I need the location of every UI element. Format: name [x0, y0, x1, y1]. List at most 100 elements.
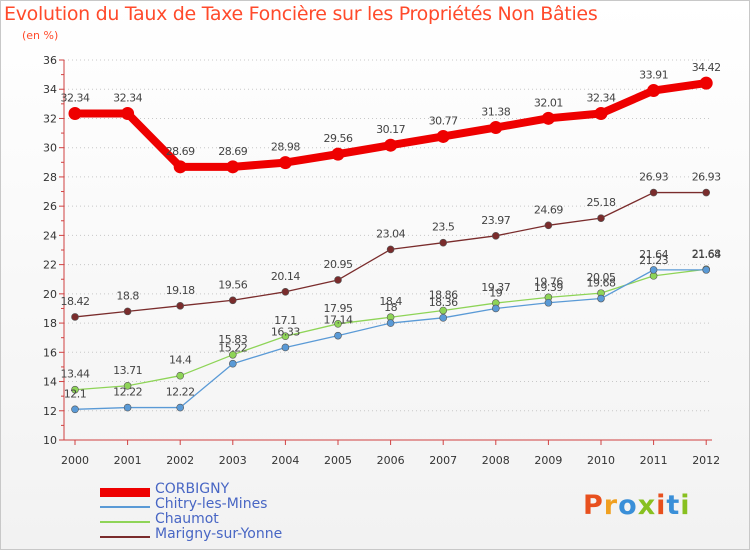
- logo-letter: t: [666, 490, 681, 521]
- legend-label: CORBIGNY: [155, 481, 230, 497]
- data-label: 23.5: [432, 221, 455, 234]
- y-tick-label: 34: [43, 83, 57, 96]
- y-tick-label: 10: [43, 434, 57, 447]
- data-point: [649, 188, 658, 197]
- data-point: [229, 296, 237, 305]
- data-label: 21.64: [692, 248, 721, 261]
- data-label: 29.56: [324, 132, 353, 145]
- data-label: 12.1: [64, 387, 87, 400]
- data-label: 16.33: [271, 325, 300, 338]
- data-label: 34.42: [692, 61, 721, 74]
- data-label: 21.23: [639, 254, 668, 267]
- y-tick-label: 24: [43, 229, 57, 242]
- y-tick-label: 12: [43, 405, 57, 418]
- logo-letter: r: [603, 490, 619, 521]
- data-point: [544, 298, 553, 307]
- x-tick-label: 2003: [219, 454, 247, 467]
- data-label: 19.39: [534, 281, 563, 294]
- y-tick-label: 26: [43, 200, 57, 213]
- y-tick-label: 36: [43, 54, 57, 67]
- x-tick-label: 2000: [61, 454, 89, 467]
- data-point: [439, 238, 448, 247]
- logo-letter: x: [637, 490, 657, 521]
- chart-unit-label: (en %): [22, 29, 59, 42]
- data-point: [541, 111, 555, 125]
- x-tick-label: 2002: [166, 454, 194, 467]
- data-label: 19: [489, 286, 502, 299]
- data-point: [647, 84, 661, 98]
- data-point: [334, 331, 342, 340]
- data-label: 18: [384, 301, 397, 314]
- y-tick-label: 20: [43, 288, 57, 301]
- data-point: [597, 294, 605, 303]
- data-label: 19.68: [587, 277, 616, 290]
- data-point: [491, 232, 500, 240]
- data-point: [594, 106, 608, 120]
- data-label: 33.91: [639, 69, 668, 82]
- data-point: [384, 138, 398, 152]
- data-point: [334, 320, 342, 328]
- data-point: [597, 214, 605, 222]
- data-label: 18.8: [116, 289, 139, 302]
- data-point: [123, 403, 132, 412]
- data-point: [281, 343, 290, 352]
- data-label: 15.22: [218, 342, 247, 355]
- legend-swatch: [100, 521, 150, 523]
- data-point: [176, 403, 184, 412]
- x-tick-label: 2005: [324, 454, 352, 467]
- legend-label: Chaumot: [155, 511, 219, 527]
- legend-swatch: [100, 488, 150, 497]
- data-label: 32.01: [534, 96, 563, 109]
- data-label: 32.34: [61, 91, 90, 104]
- proxiti-logo: Proxiti: [583, 490, 691, 521]
- logo-letter: i: [656, 490, 667, 521]
- data-point: [386, 245, 395, 254]
- data-label: 20.14: [271, 270, 300, 283]
- data-label: 23.97: [481, 214, 510, 227]
- x-tick-label: 2006: [377, 454, 405, 467]
- data-point: [544, 221, 553, 230]
- data-point: [489, 121, 503, 135]
- data-point: [331, 147, 345, 161]
- data-label: 21.64: [639, 248, 668, 261]
- data-point: [699, 76, 713, 90]
- data-point: [439, 306, 448, 315]
- logo-letter: i: [680, 490, 691, 521]
- data-label: 21.68: [692, 247, 721, 260]
- data-point: [226, 160, 240, 174]
- data-point: [702, 188, 711, 197]
- data-point: [491, 304, 500, 313]
- data-label: 28.69: [166, 145, 195, 158]
- data-label: 17.1: [274, 314, 297, 327]
- data-point: [334, 276, 342, 284]
- data-label: 18.42: [61, 295, 90, 308]
- data-label: 26.93: [639, 171, 668, 184]
- data-label: 20.05: [587, 271, 616, 284]
- data-label: 18.4: [379, 295, 402, 308]
- data-label: 12.22: [113, 386, 142, 399]
- data-label: 19.37: [481, 281, 510, 294]
- data-point: [281, 332, 290, 341]
- chart-title: Evolution du Taux de Taxe Foncière sur l…: [4, 3, 598, 25]
- x-tick-label: 2008: [482, 454, 510, 467]
- y-tick-label: 22: [43, 259, 57, 272]
- data-point: [68, 106, 82, 120]
- data-label: 14.4: [169, 354, 192, 367]
- data-label: 19.18: [166, 284, 195, 297]
- data-label: 31.38: [481, 106, 510, 119]
- data-point: [123, 381, 132, 390]
- data-label: 30.17: [376, 123, 405, 136]
- logo-letter: P: [583, 490, 604, 521]
- x-tick-label: 2012: [692, 454, 720, 467]
- data-point: [386, 319, 395, 327]
- data-point: [121, 106, 135, 120]
- data-point: [173, 160, 187, 174]
- data-point: [436, 129, 450, 143]
- x-tick-label: 2010: [587, 454, 615, 467]
- data-label: 17.95: [324, 302, 353, 315]
- data-label: 23.04: [376, 227, 405, 240]
- legend-label: Chitry-les-Mines: [155, 496, 268, 512]
- data-point: [176, 371, 184, 380]
- data-point: [281, 287, 290, 296]
